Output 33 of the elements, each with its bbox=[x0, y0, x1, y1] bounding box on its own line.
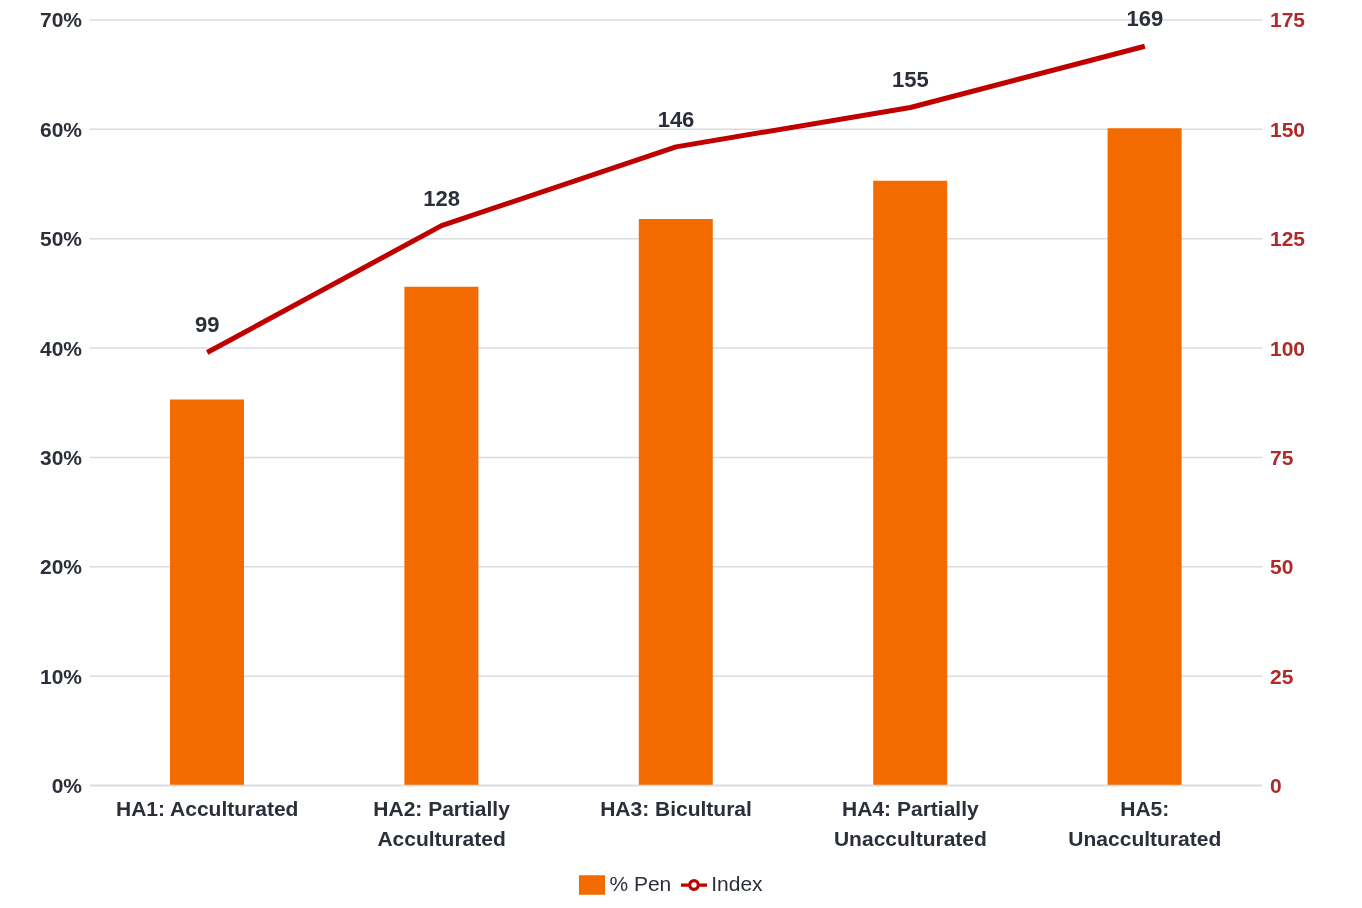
legend-label: % Pen bbox=[609, 871, 672, 895]
y-tick-label: 40% bbox=[39, 336, 83, 360]
data-label: 128 bbox=[423, 185, 460, 211]
y2-tick-label: 25 bbox=[1270, 664, 1294, 688]
y2-tick-label: 50 bbox=[1270, 555, 1294, 579]
y2-tick-label: 125 bbox=[1270, 227, 1306, 251]
y-tick-label: 10% bbox=[39, 664, 83, 688]
y-tick-label: 0% bbox=[51, 774, 83, 797]
bar bbox=[873, 180, 948, 786]
data-label: 169 bbox=[1126, 6, 1164, 32]
bar bbox=[1107, 128, 1182, 786]
data-label: 146 bbox=[657, 106, 695, 132]
x-tick-label: HA4: Partially Unacculturated bbox=[833, 796, 987, 850]
y-tick-label: 60% bbox=[39, 117, 83, 141]
y-tick-label: 50% bbox=[39, 227, 83, 251]
data-label: 99 bbox=[194, 312, 220, 338]
x-tick-label: HA2: Partially Acculturated bbox=[373, 796, 511, 850]
y2-tick-label: 0 bbox=[1270, 774, 1282, 797]
x-tick-label: HA3: Bicultural bbox=[600, 796, 752, 820]
data-label: 155 bbox=[892, 67, 929, 93]
y2-tick-label: 175 bbox=[1270, 8, 1306, 32]
x-tick-label: HA5: Unacculturated bbox=[1068, 796, 1222, 850]
y2-tick-label: 100 bbox=[1270, 336, 1306, 360]
y-tick-label: 70% bbox=[39, 8, 83, 32]
y-tick-label: 20% bbox=[39, 555, 83, 579]
bar bbox=[170, 399, 244, 786]
y2-tick-label: 75 bbox=[1270, 445, 1294, 469]
y-tick-label: 30% bbox=[39, 445, 83, 469]
bar bbox=[638, 219, 713, 786]
x-tick-label: HA1: Acculturated bbox=[115, 796, 299, 820]
legend-label: Index bbox=[711, 871, 763, 895]
bar bbox=[404, 286, 479, 786]
y2-tick-label: 150 bbox=[1270, 117, 1306, 141]
